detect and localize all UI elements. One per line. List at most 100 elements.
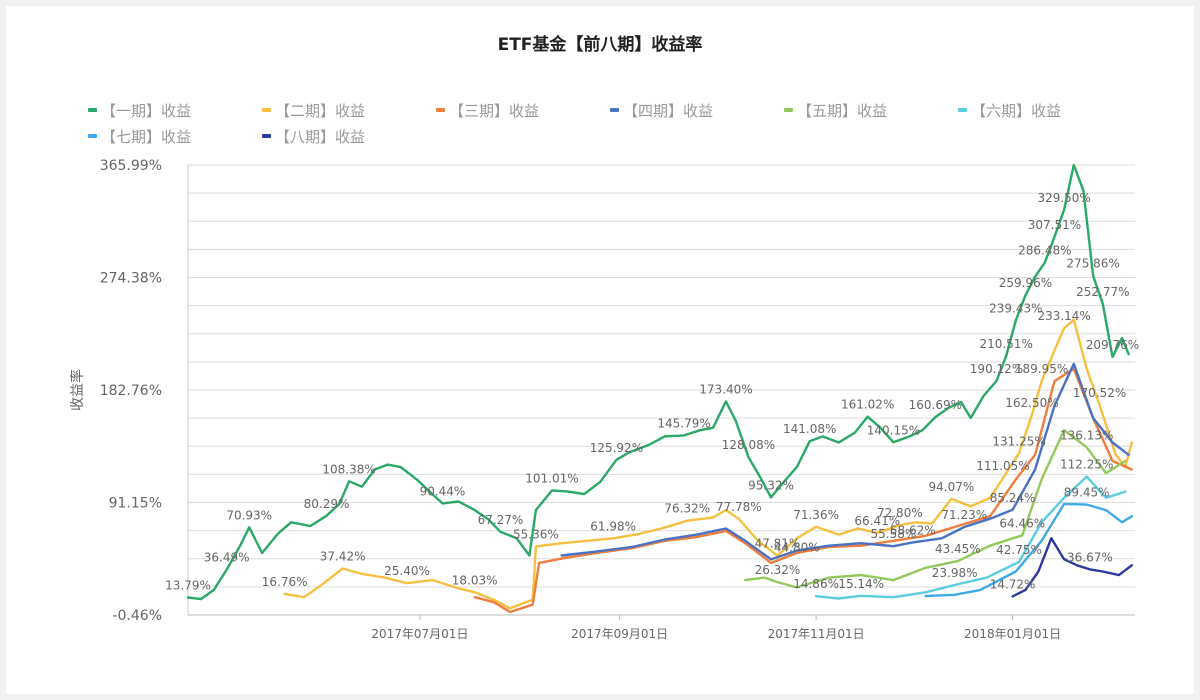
data-label: 43.45% <box>935 542 981 556</box>
legend-label: 【五期】收益 <box>797 101 888 120</box>
data-label: 58.62% <box>890 523 936 537</box>
data-label: 125.92% <box>590 441 643 455</box>
data-label: 259.96% <box>999 276 1052 290</box>
legend-label: 【七期】收益 <box>101 127 192 146</box>
legend-swatch <box>784 108 793 112</box>
x-tick-label: 2018年01月01日 <box>964 627 1061 641</box>
data-label: 136.13% <box>1060 428 1113 442</box>
data-label: 77.78% <box>716 500 762 514</box>
legend-item[interactable]: 【三期】收益 <box>436 100 539 120</box>
data-label: 162.50% <box>1005 396 1058 410</box>
data-label: 89.45% <box>1064 486 1110 500</box>
data-label: 76.32% <box>664 502 710 516</box>
data-label: 42.75% <box>996 543 1042 557</box>
data-label: 189.95% <box>1015 362 1068 376</box>
chart-card <box>6 6 1194 694</box>
legend-swatch <box>88 134 97 138</box>
legend-item[interactable]: 【四期】收益 <box>610 100 713 120</box>
x-tick-label: 2017年09月01日 <box>571 627 668 641</box>
data-label: 209.76% <box>1086 338 1139 352</box>
legend-item[interactable]: 【二期】收益 <box>262 100 365 120</box>
data-label: 90.44% <box>420 484 466 498</box>
data-label: 141.08% <box>783 422 836 436</box>
data-label: 25.40% <box>384 564 430 578</box>
data-label: 286.48% <box>1018 244 1071 258</box>
data-label: 13.79% <box>165 579 211 593</box>
data-label: 252.77% <box>1076 285 1129 299</box>
series-line-8 <box>1011 537 1133 598</box>
data-label: 210.51% <box>979 337 1032 351</box>
data-label: 61.98% <box>590 519 636 533</box>
data-label: 111.05% <box>976 459 1029 473</box>
data-label: 94.07% <box>929 480 975 494</box>
legend-swatch <box>610 108 619 112</box>
data-label: 70.93% <box>226 508 272 522</box>
data-label: 14.72% <box>990 577 1036 591</box>
data-label: 80.29% <box>304 497 350 511</box>
series-line-5 <box>744 429 1127 589</box>
series-line-1 <box>186 163 1130 601</box>
legend-swatch <box>436 108 445 112</box>
legend-item[interactable]: 【八期】收益 <box>262 126 365 146</box>
legend-item[interactable]: 【五期】收益 <box>784 100 887 120</box>
data-label: 85.24% <box>990 491 1036 505</box>
data-label: 47.81% <box>755 537 801 551</box>
legend-item[interactable]: 【一期】收益 <box>88 100 191 120</box>
y-tick-label: 91.15% <box>109 496 162 512</box>
series-line-4 <box>560 362 1130 561</box>
legend-label: 【二期】收益 <box>275 101 366 120</box>
x-tick-label: 2017年07月01日 <box>371 627 468 641</box>
data-label: 64.46% <box>999 516 1045 530</box>
data-label: 72.80% <box>877 506 923 520</box>
data-label: 140.15% <box>867 423 920 437</box>
data-label: 66.41% <box>854 514 900 528</box>
series-line-2 <box>283 318 1133 610</box>
data-label: 16.76% <box>262 575 308 589</box>
legend-swatch <box>262 134 271 138</box>
data-label: 37.42% <box>320 549 366 563</box>
legend-item[interactable]: 【七期】收益 <box>88 126 191 146</box>
y-tick-label: -0.46% <box>112 608 162 624</box>
data-label: 101.01% <box>525 471 578 485</box>
legend-label: 【三期】收益 <box>449 101 540 120</box>
series-line-7 <box>924 502 1133 598</box>
data-label: 329.50% <box>1037 191 1090 205</box>
data-label: 36.49% <box>204 551 250 565</box>
data-label: 190.12% <box>970 362 1023 376</box>
series-line-6 <box>814 475 1127 600</box>
data-label: 36.67% <box>1067 550 1113 564</box>
data-label: 160.69% <box>909 398 962 412</box>
legend-item[interactable]: 【六期】收益 <box>958 100 1061 120</box>
series-line-3 <box>473 367 1133 614</box>
legend-label: 【六期】收益 <box>971 101 1062 120</box>
data-label: 23.98% <box>932 566 978 580</box>
data-label: 275.86% <box>1066 257 1119 271</box>
data-label: 55.58% <box>871 527 917 541</box>
y-tick-label: 365.99% <box>100 158 162 174</box>
data-label: 112.25% <box>1060 458 1113 472</box>
data-label: 44.80% <box>774 540 820 554</box>
data-label: 14.86% <box>793 577 839 591</box>
x-tick-label: 2017年11月01日 <box>768 627 865 641</box>
data-label: 67.27% <box>478 513 524 527</box>
legend-label: 【八期】收益 <box>275 127 366 146</box>
data-label: 145.79% <box>657 416 710 430</box>
data-label: 95.32% <box>748 478 794 492</box>
data-label: 233.14% <box>1037 309 1090 323</box>
data-label: 307.51% <box>1028 218 1081 232</box>
chart-title: ETF基金【前八期】收益率 <box>497 35 703 55</box>
data-label: 55.36% <box>513 527 559 541</box>
data-label: 18.03% <box>452 573 498 587</box>
data-label: 71.23% <box>941 508 987 522</box>
data-label: 15.14% <box>838 577 884 591</box>
data-label: 108.38% <box>322 462 375 476</box>
data-label: 131.25% <box>992 434 1045 448</box>
data-label: 170.52% <box>1073 386 1126 400</box>
y-tick-label: 182.76% <box>100 383 162 399</box>
legend-swatch <box>88 108 97 112</box>
legend-swatch <box>958 108 967 112</box>
legend-label: 【一期】收益 <box>101 101 192 120</box>
data-label: 161.02% <box>841 398 894 412</box>
chart-legend: 【一期】收益 【二期】收益 【三期】收益 【四期】收益 【五期】收益 【六期】收益【七期】… <box>80 100 1180 150</box>
